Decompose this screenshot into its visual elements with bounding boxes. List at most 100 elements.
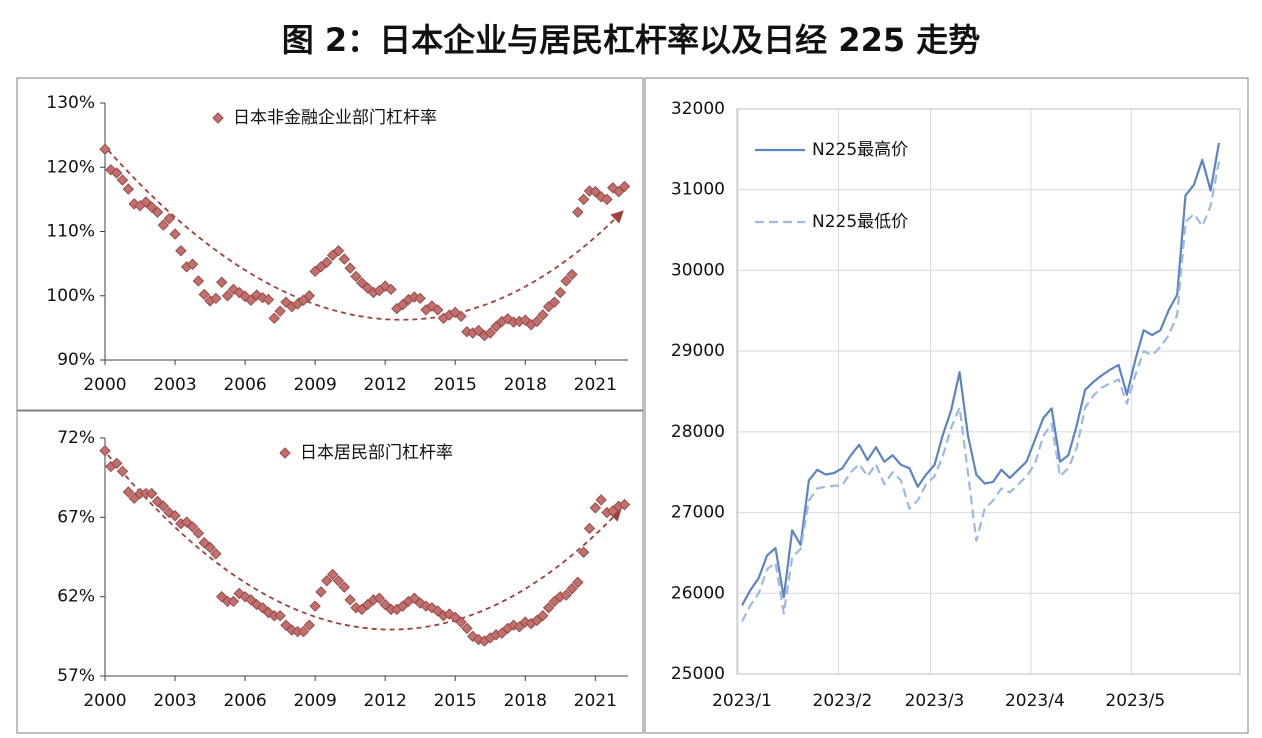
panel-frame [644,77,1249,734]
x-tick-label: 2006 [223,375,266,395]
marker [122,183,135,195]
marker [151,206,164,218]
marker [484,327,496,339]
marker [385,283,397,296]
x-tick-label: 2023/4 [1005,691,1065,711]
marker [589,185,602,198]
marker [251,289,263,301]
marker [303,290,316,302]
page-title: 图 2：日本企业与居民杠杆率以及日经 225 走势 [282,21,981,59]
marker [239,590,251,603]
y-tick-label: 90% [57,350,95,370]
marker [566,268,578,281]
legend-marker [212,112,224,124]
marker [560,589,572,601]
marker [414,292,426,305]
marker [455,616,467,628]
marker [245,294,257,306]
marker [186,521,199,533]
marker [595,191,607,203]
marker [507,619,520,631]
x-tick-label: 2012 [364,375,407,395]
series-line [741,161,1221,623]
y-tick-label: 25000 [671,664,725,684]
x-tick-label: 2009 [294,375,337,395]
x-tick-label: 2018 [504,691,547,711]
marker [157,500,170,512]
marker [192,527,205,539]
panel-frame [16,410,644,734]
marker [607,182,619,194]
marker [396,299,409,311]
marker [531,315,543,328]
marker [432,304,444,316]
x-tick-label: 2021 [574,691,617,711]
marker [344,594,356,606]
x-tick-label: 2015 [434,691,477,711]
marker [332,245,345,257]
marker [116,465,129,478]
marker [601,193,613,206]
x-tick-label: 2003 [153,375,196,395]
marker [309,600,321,612]
marker [344,262,356,274]
marker [572,576,584,589]
marker [198,288,210,301]
marker [286,624,298,636]
marker [227,595,240,608]
marker [186,258,199,270]
y-tick-label: 28000 [671,422,725,442]
marker [572,206,584,218]
x-tick-label: 2012 [364,691,407,711]
y-tick-label: 57% [57,666,95,686]
marker [99,143,111,155]
y-tick-label: 72% [57,428,95,448]
y-tick-label: 62% [57,587,95,607]
marker [122,486,135,498]
trend-curve [107,454,622,631]
marker [537,609,549,622]
marker [116,174,129,186]
marker [356,277,368,289]
x-tick-label: 2023/5 [1105,691,1165,711]
marker [332,575,345,587]
marker [210,548,222,560]
marker [274,305,286,317]
panel-frame [16,77,644,411]
legend-label: N225最低价 [812,212,908,232]
marker [589,502,602,514]
y-tick-label: 32000 [671,99,725,119]
marker [577,546,590,558]
marker [262,293,275,306]
marker [192,275,205,287]
marker [502,313,514,325]
marker [338,581,351,593]
marker [175,245,187,257]
marker [221,290,234,302]
x-tick-label: 2023/2 [813,691,873,711]
x-tick-label: 2021 [574,375,617,395]
marker [216,276,228,288]
x-tick-label: 2006 [223,691,266,711]
marker [145,201,158,213]
marker [274,609,286,622]
marker [379,598,391,611]
marker [163,212,175,225]
marker [157,219,170,231]
marker [280,296,292,308]
series-line [741,142,1221,606]
marker [216,590,228,603]
marker [461,622,473,635]
x-tick-label: 2015 [434,375,477,395]
y-tick-label: 100% [46,286,95,306]
x-tick-label: 2023/1 [712,691,772,711]
marker [595,494,607,506]
marker [163,506,175,519]
trend-curve [107,149,624,321]
marker [204,541,216,554]
x-tick-label: 2009 [294,691,337,711]
marker [140,196,152,208]
marker [262,606,275,619]
legend-marker [279,447,291,459]
marker [321,575,333,587]
